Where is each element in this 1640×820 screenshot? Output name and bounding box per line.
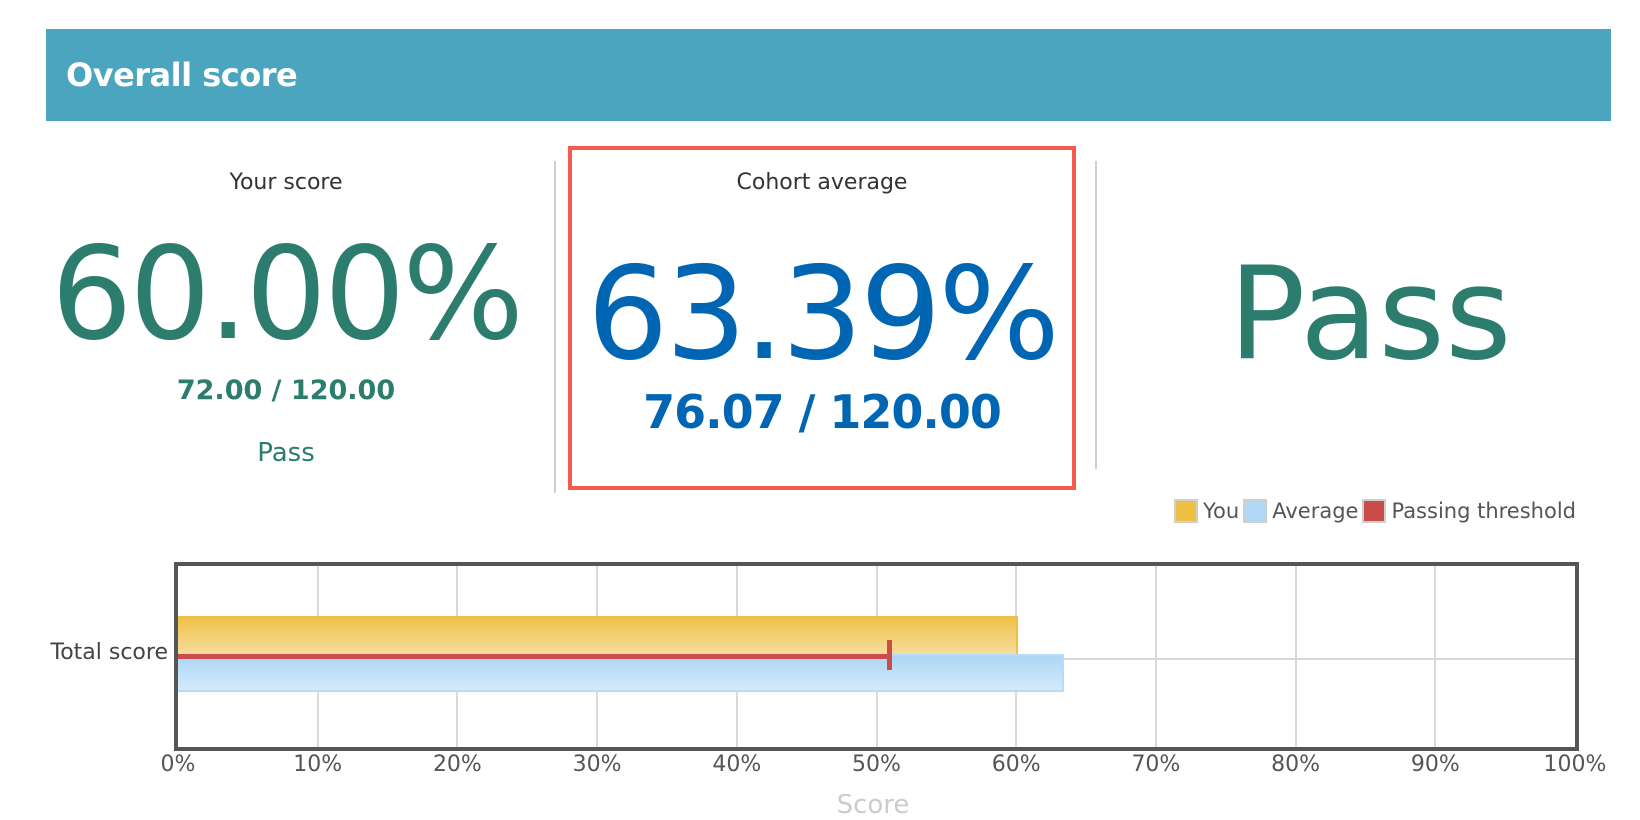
x-tick-label: 60% <box>991 752 1041 777</box>
section-title: Overall score <box>66 56 298 94</box>
bar-you[interactable] <box>178 616 1019 655</box>
x-axis-title: Score <box>836 790 910 820</box>
legend-label: Passing threshold <box>1391 499 1576 523</box>
legend-item-you[interactable]: You <box>1174 499 1239 523</box>
legend-item-threshold[interactable]: Passing threshold <box>1362 499 1576 523</box>
gridline <box>1434 566 1437 747</box>
x-tick-label: 50% <box>852 752 901 777</box>
chart-legend: You Average Passing threshold <box>1170 497 1576 525</box>
your-score-fraction: 72.00 / 120.00 <box>176 375 396 406</box>
cohort-average-fraction: 76.07 / 120.00 <box>643 385 1002 439</box>
x-tick-label: 70% <box>1131 752 1181 777</box>
your-score-percent: 60.00% <box>50 220 524 369</box>
bar-average[interactable] <box>178 654 1064 692</box>
cohort-average-percent: 63.39% <box>586 240 1060 389</box>
x-tick-label: 40% <box>712 752 762 777</box>
section-header: Overall score <box>46 29 1611 121</box>
legend-swatch-threshold <box>1362 499 1387 523</box>
x-tick-label: 0% <box>160 752 196 777</box>
legend-item-average[interactable]: Average <box>1243 499 1358 523</box>
legend-swatch-you <box>1174 499 1199 523</box>
x-tick-label: 20% <box>432 752 482 777</box>
legend-label: You <box>1203 499 1240 523</box>
legend-label: Average <box>1272 499 1359 523</box>
bar-chart-plot <box>174 562 1579 751</box>
y-category-label: Total score <box>50 640 169 665</box>
result-status: Pass <box>1228 240 1512 389</box>
x-tick-label: 30% <box>572 752 622 777</box>
legend-swatch-average <box>1243 499 1268 523</box>
x-tick-label: 10% <box>293 752 343 777</box>
column-divider <box>554 161 556 493</box>
column-divider <box>1095 161 1097 469</box>
x-tick-label: 90% <box>1410 752 1460 777</box>
cohort-average-label: Cohort average <box>736 170 908 195</box>
gridline <box>1294 566 1297 747</box>
gridline <box>1154 566 1157 747</box>
cohort-highlight-box <box>568 146 1076 490</box>
your-score-label: Your score <box>229 170 343 195</box>
x-tick-label: 100% <box>1543 752 1607 777</box>
your-score-status: Pass <box>257 438 315 468</box>
threshold-line <box>178 654 891 659</box>
x-tick-label: 80% <box>1271 752 1321 777</box>
threshold-marker[interactable] <box>887 640 893 670</box>
